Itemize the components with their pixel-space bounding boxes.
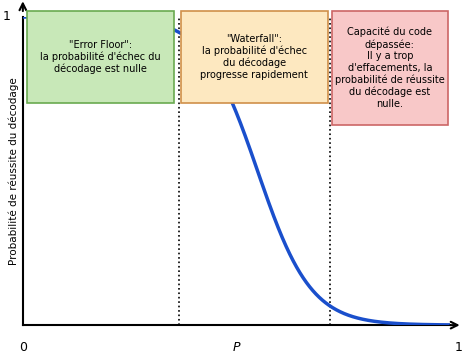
Text: "Error Floor":
la probabilité d'échec du
décodage est nulle: "Error Floor": la probabilité d'échec du…: [40, 40, 161, 74]
Text: 1: 1: [2, 10, 10, 23]
FancyBboxPatch shape: [332, 11, 447, 125]
Y-axis label: Probabilité de réussite du décodage: Probabilité de réussite du décodage: [8, 77, 19, 265]
FancyBboxPatch shape: [27, 11, 174, 103]
Text: 1: 1: [454, 341, 462, 354]
Text: P: P: [232, 341, 240, 354]
FancyBboxPatch shape: [181, 11, 328, 103]
Text: 0: 0: [19, 341, 27, 354]
Text: "Waterfall":
la probabilité d'échec
du décodage
progresse rapidement: "Waterfall": la probabilité d'échec du d…: [200, 34, 308, 80]
Text: Capacité du code
dépassée:
Il y a trop
d'effacements, la
probabilité de réussite: Capacité du code dépassée: Il y a trop d…: [335, 27, 445, 109]
